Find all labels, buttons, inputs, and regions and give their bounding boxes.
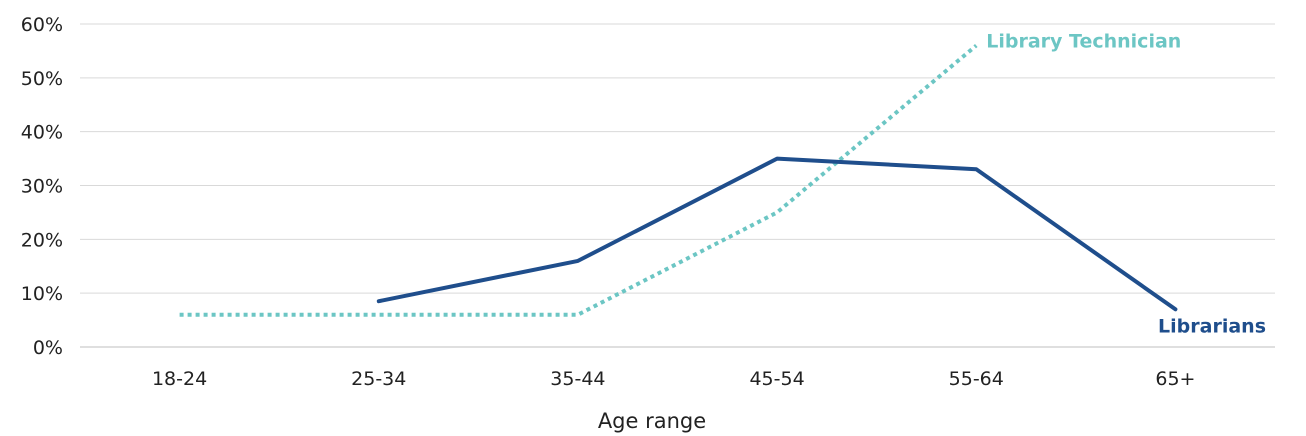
gridlines xyxy=(80,23,1275,348)
y-tick-label: 30% xyxy=(21,176,63,198)
y-tick-label: 0% xyxy=(33,337,63,359)
y-axis-tick-labels: 0% 10% 20% 30% 40% 50% 60% xyxy=(21,14,63,359)
x-tick-label: 55-64 xyxy=(949,368,1004,390)
x-tick-label: 65+ xyxy=(1155,368,1195,390)
series-line-library-technician xyxy=(179,43,978,317)
series-label: Librarians xyxy=(1158,315,1266,337)
y-tick-label: 40% xyxy=(21,122,63,144)
y-tick-label: 60% xyxy=(21,14,63,36)
x-axis-tick-labels: 18-24 25-34 35-44 45-54 55-64 65+ xyxy=(152,368,1195,390)
y-tick-label: 50% xyxy=(21,68,63,90)
x-tick-label: 35-44 xyxy=(550,368,605,390)
x-tick-label: 18-24 xyxy=(152,368,207,390)
y-tick-label: 20% xyxy=(21,229,63,251)
series-label: Library Technician xyxy=(986,31,1181,53)
series-line-librarians xyxy=(376,156,1178,312)
x-tick-label: 45-54 xyxy=(749,368,804,390)
y-tick-label: 10% xyxy=(21,283,63,305)
series-labels: Library Technician Librarians xyxy=(986,31,1266,338)
series-lines xyxy=(179,43,1178,317)
x-tick-label: 25-34 xyxy=(351,368,406,390)
x-axis-title: Age range xyxy=(598,409,706,433)
